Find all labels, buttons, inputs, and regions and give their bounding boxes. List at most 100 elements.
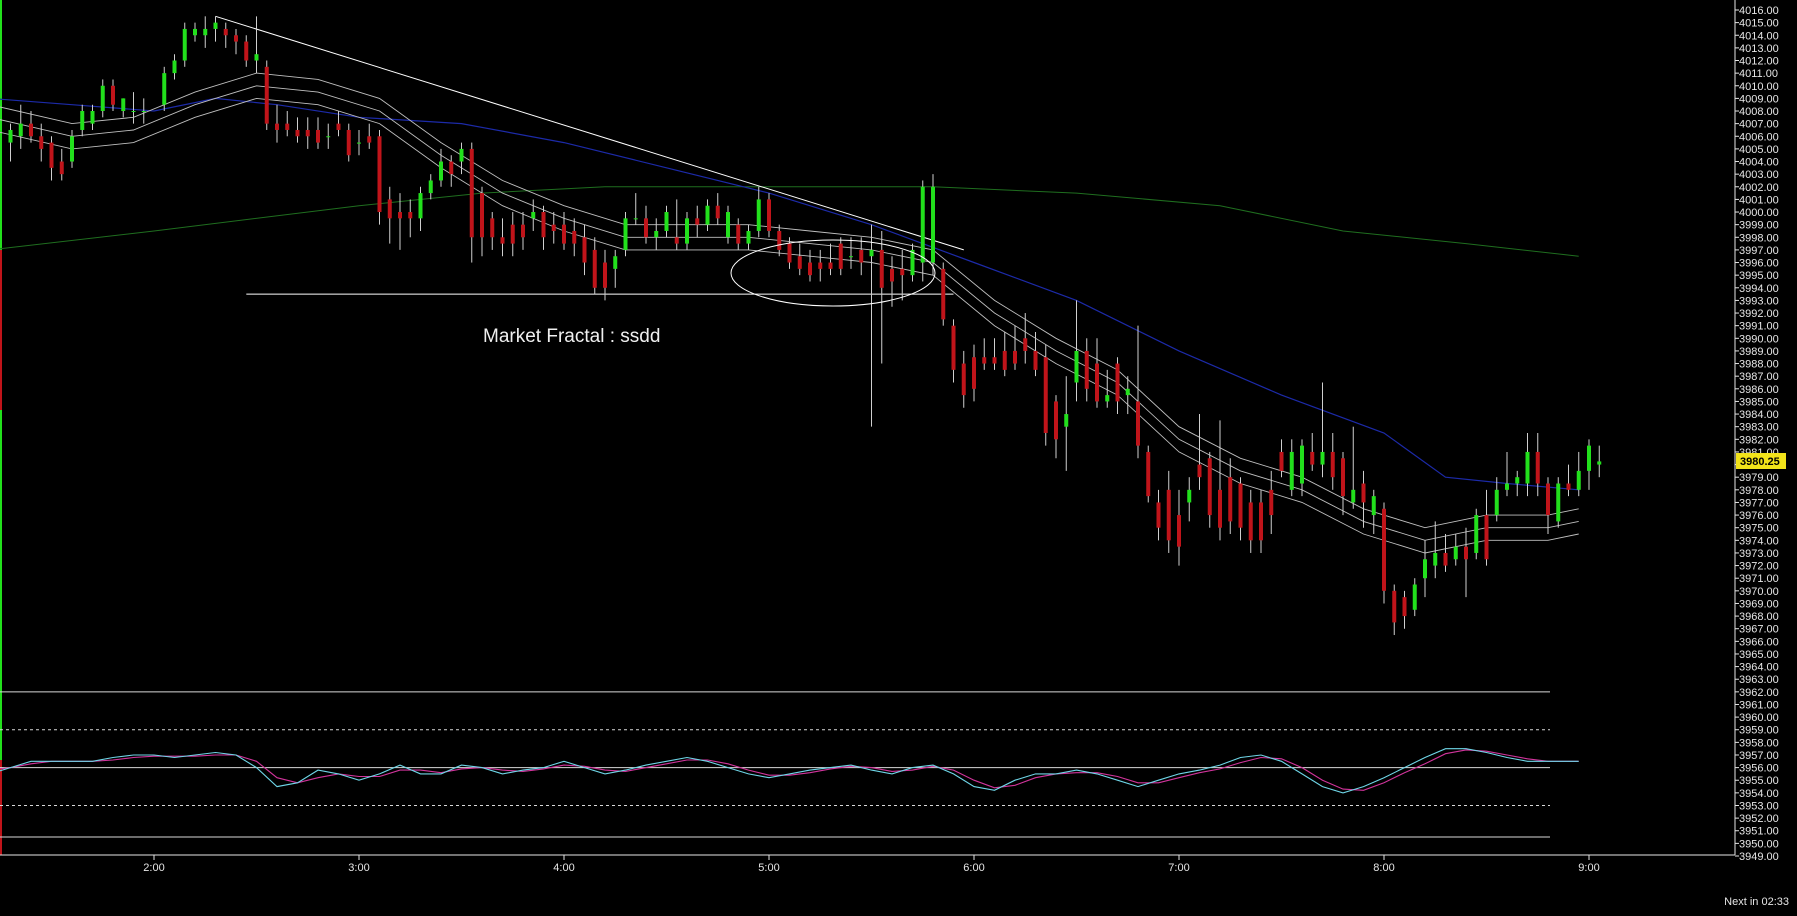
candle — [29, 111, 33, 143]
candle-body — [1248, 502, 1253, 541]
candle-body — [1587, 445, 1591, 471]
candle-body — [1392, 590, 1397, 623]
candlesticks — [8, 16, 1602, 636]
candle-body — [70, 136, 74, 162]
candle — [172, 54, 177, 80]
candle — [234, 28, 238, 55]
candle — [777, 224, 782, 257]
candle — [1402, 590, 1407, 629]
candle-body — [1300, 445, 1304, 484]
candle-body — [1269, 489, 1274, 516]
drawings[interactable]: Market Fractal : ssdd — [483, 239, 936, 347]
candle-body — [664, 212, 669, 231]
candle — [1341, 451, 1345, 516]
price-tick-label: 3951.00 — [1739, 826, 1779, 838]
session-strip-segment — [0, 410, 2, 760]
candle-body — [1033, 350, 1038, 370]
candle — [295, 117, 300, 143]
candle — [562, 212, 566, 250]
candle — [111, 79, 115, 112]
candle — [100, 79, 105, 118]
candle — [1566, 464, 1571, 497]
candle — [49, 136, 54, 181]
candle-body — [623, 218, 628, 250]
candle — [1269, 470, 1274, 535]
candle-body — [961, 363, 966, 396]
candle — [357, 129, 361, 156]
price-tick-label: 4014.00 — [1739, 30, 1779, 42]
candle — [1146, 445, 1151, 503]
candle-body — [890, 268, 894, 282]
candle — [890, 256, 894, 307]
candle — [1525, 433, 1530, 497]
candle-body — [193, 28, 197, 36]
price-axis[interactable]: 4016.004015.004014.004013.004012.004011.… — [1735, 5, 1779, 863]
candle — [1494, 477, 1499, 522]
fractal-ellipse[interactable] — [730, 239, 936, 307]
candle — [90, 104, 95, 130]
candle-body — [1453, 546, 1458, 560]
candle — [439, 148, 443, 187]
price-tick-label: 3992.00 — [1739, 308, 1779, 320]
price-tick-label: 4016.00 — [1739, 5, 1779, 17]
candle-body — [367, 136, 372, 143]
price-tick-label: 4012.00 — [1739, 56, 1779, 68]
candle-body — [1013, 350, 1017, 364]
price-tick-label: 3972.00 — [1739, 561, 1779, 573]
candle-body — [1576, 470, 1581, 490]
price-tick-label: 3957.00 — [1739, 750, 1779, 762]
candle — [1084, 338, 1089, 402]
candle-body — [551, 224, 556, 231]
candle — [592, 237, 597, 295]
price-tick-label: 3971.00 — [1739, 573, 1779, 585]
candle — [1259, 489, 1263, 553]
candle — [705, 199, 710, 231]
candle — [1382, 502, 1386, 604]
candle — [582, 224, 587, 276]
candle-body — [746, 230, 751, 244]
candle — [162, 66, 167, 112]
candle-body — [644, 218, 648, 238]
annotation-market-fractal: Market Fractal : ssdd — [483, 326, 660, 347]
candle-body — [1054, 401, 1058, 440]
time-axis[interactable]: 2:00 3:00 4:00 5:00 6:00 7:00 8:00 9:00 — [143, 855, 1600, 874]
candle — [746, 224, 751, 250]
candle-body — [244, 41, 249, 61]
candle — [500, 218, 505, 257]
candle-body — [1105, 395, 1110, 402]
candle — [275, 104, 279, 143]
price-tick-label: 3975.00 — [1739, 523, 1779, 535]
candle — [1064, 376, 1069, 471]
candle — [1177, 489, 1181, 566]
price-tick-label: 3961.00 — [1739, 699, 1779, 711]
candle-body — [1043, 357, 1048, 433]
candle-body — [992, 357, 997, 364]
candle-body — [1382, 508, 1386, 591]
price-tick-label: 4013.00 — [1739, 43, 1779, 55]
time-tick-label: 2:00 — [143, 862, 164, 874]
candle — [1187, 477, 1192, 522]
candle — [613, 249, 618, 288]
candle-body — [879, 249, 884, 288]
price-tick-label: 3987.00 — [1739, 371, 1779, 383]
candle-body — [941, 268, 946, 320]
candle — [326, 123, 331, 149]
price-tick-label: 3998.00 — [1739, 232, 1779, 244]
price-tick-label: 3994.00 — [1739, 283, 1779, 295]
oscillator-cyan-line — [0, 748, 1579, 794]
candle — [1207, 451, 1212, 528]
candle — [418, 186, 423, 231]
candle — [1535, 433, 1540, 497]
price-tick-label: 3956.00 — [1739, 763, 1779, 775]
candle-body — [674, 237, 679, 244]
candle — [131, 92, 136, 124]
oscillator-panel — [0, 691, 1579, 838]
price-tick-label: 3988.00 — [1739, 359, 1779, 371]
candle-body — [1423, 559, 1427, 579]
session-strip-segment — [0, 760, 2, 855]
candle-body — [377, 136, 382, 213]
next-bar-countdown: Next in 02:33 — [1724, 896, 1789, 908]
price-tick-label: 4001.00 — [1739, 194, 1779, 206]
price-tick-label: 3955.00 — [1739, 775, 1779, 787]
